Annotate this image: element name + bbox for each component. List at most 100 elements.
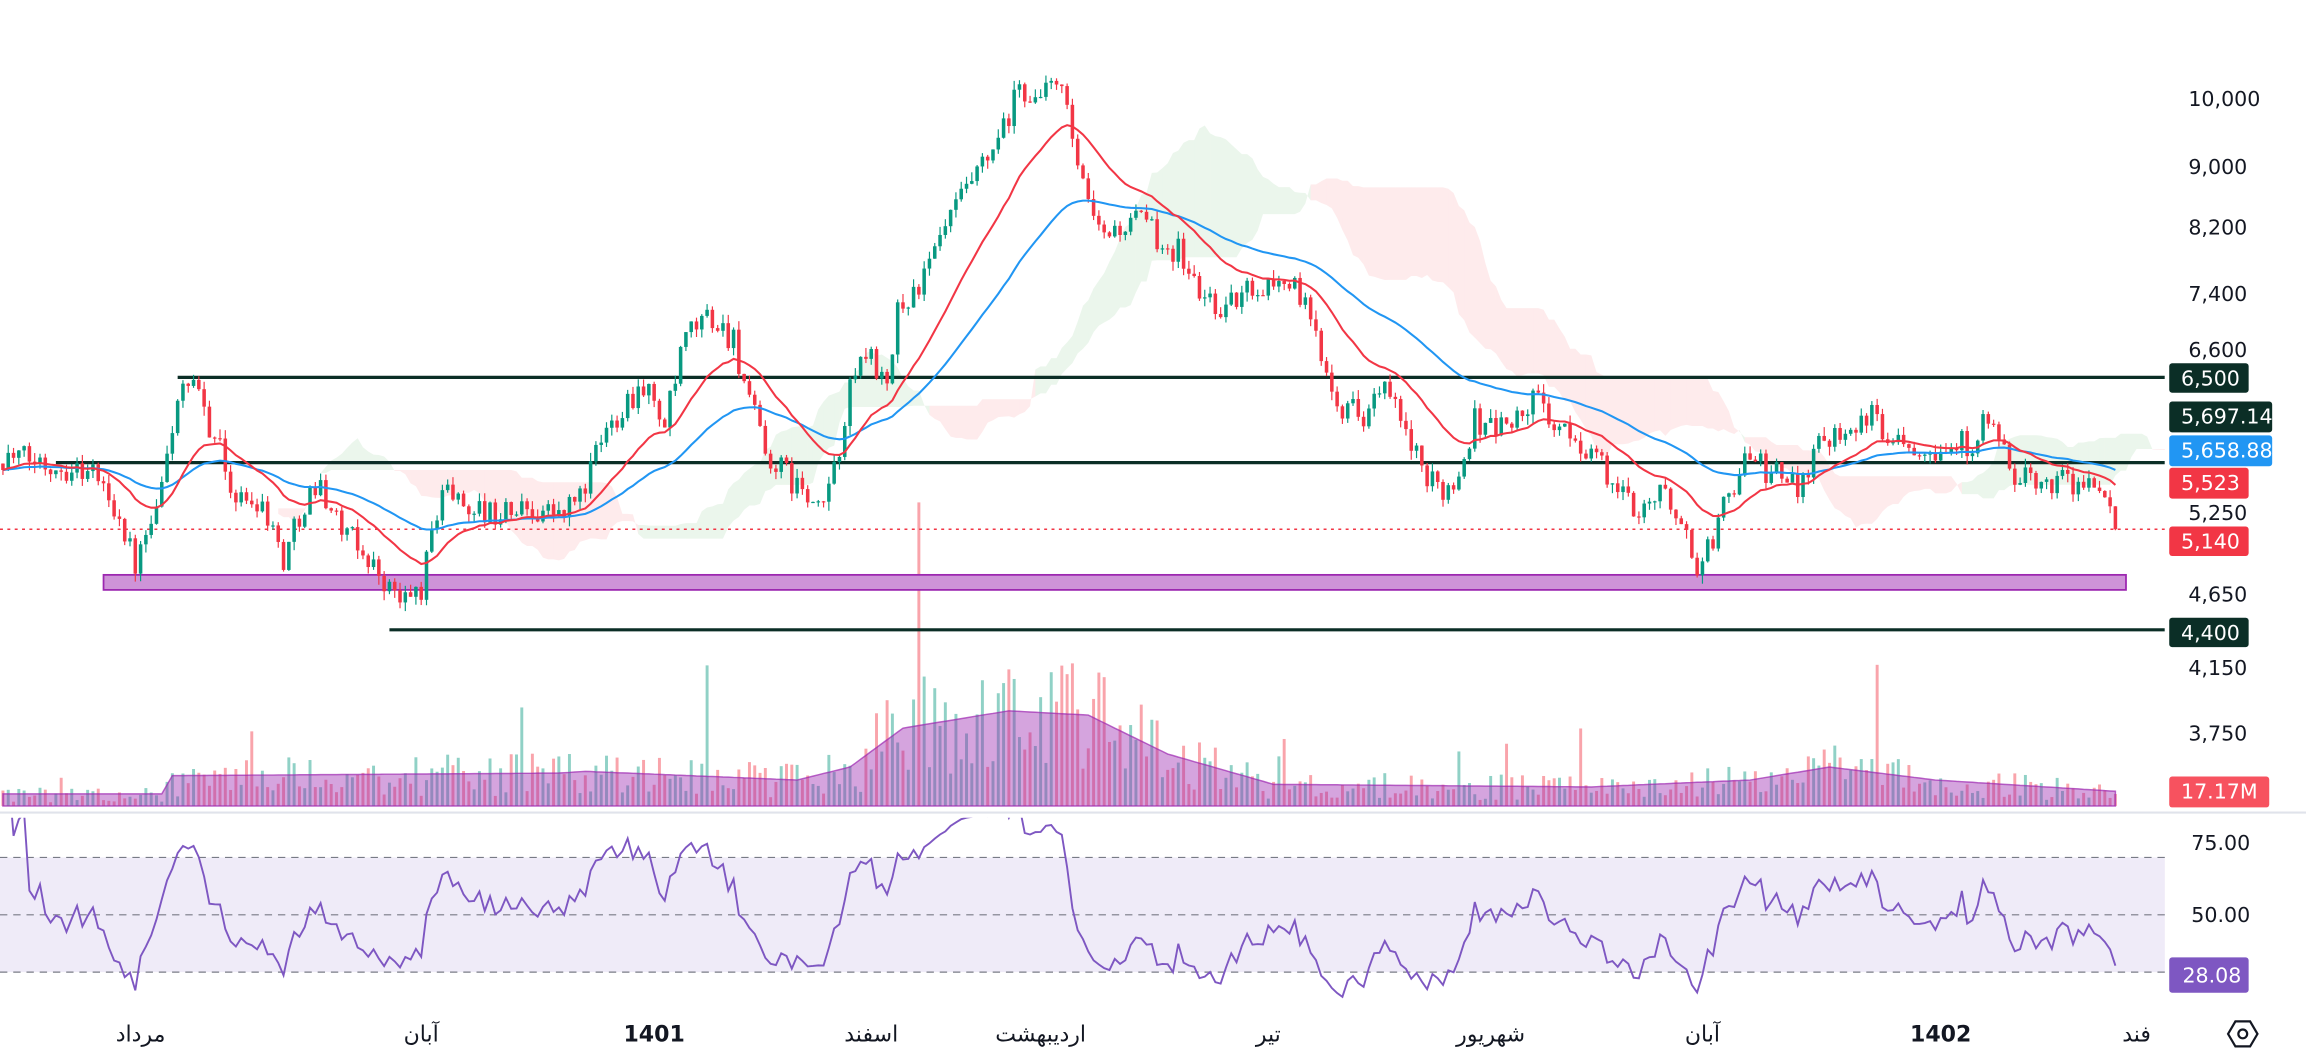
- candle-body: [1314, 319, 1318, 331]
- volume-bar: [1801, 782, 1805, 806]
- cloud-segment: [299, 508, 305, 518]
- volume-bar: [1944, 787, 1948, 806]
- cloud-segment: [1067, 335, 1073, 369]
- candle-body: [599, 442, 603, 445]
- price-axis[interactable]: 10,000 9,000 8,200 7,400 6,600 5,250 4,650 4,15…: [2188, 87, 2260, 746]
- candle-body: [488, 502, 492, 523]
- cloud-segment: [606, 483, 612, 540]
- cloud-segment: [1919, 476, 1925, 491]
- volume-bar: [504, 792, 508, 806]
- price-pane[interactable]: [0, 75, 2253, 807]
- volume-bar: [1568, 776, 1572, 806]
- cloud-segment: [1527, 308, 1534, 374]
- volume-bar: [827, 754, 831, 806]
- volume-bar: [1595, 790, 1599, 806]
- candle-body: [1361, 416, 1366, 427]
- candle-body: [1097, 215, 1101, 225]
- volume-bar: [1960, 790, 1964, 806]
- candle-body: [175, 400, 180, 434]
- volume-bar: [1658, 793, 1662, 806]
- volume-bar: [1579, 728, 1583, 806]
- time-axis-label: تیر: [1255, 1022, 1281, 1047]
- volume-bar: [75, 800, 79, 806]
- candle-body: [1324, 361, 1329, 373]
- candle-body: [2007, 444, 2012, 469]
- cloud-segment: [1469, 222, 1475, 338]
- cloud-segment: [1178, 142, 1184, 261]
- candle-body: [1769, 473, 1774, 483]
- cloud-segment: [1008, 399, 1015, 418]
- volume-bar: [165, 781, 169, 806]
- cloud-segment: [701, 507, 708, 539]
- candle-body: [1049, 80, 1053, 83]
- cloud-segment: [1998, 442, 2005, 491]
- cloud-segment: [553, 482, 559, 561]
- candle-body: [1949, 447, 1954, 452]
- cloud-segment: [458, 469, 464, 493]
- volume-bar: [1171, 768, 1175, 806]
- support-zone[interactable]: [102, 573, 2127, 591]
- volume-bar: [1780, 776, 1784, 806]
- candle-body: [880, 371, 884, 379]
- volume-bar: [1833, 745, 1837, 806]
- candle-body: [1938, 451, 1943, 461]
- volume-bar: [1828, 762, 1831, 806]
- cloud-segment: [1480, 241, 1486, 349]
- volume-bar: [1706, 768, 1710, 806]
- candle-body: [1345, 403, 1350, 419]
- cloud-segment: [362, 447, 369, 470]
- volume-bar: [207, 785, 211, 806]
- candle-body: [938, 234, 942, 247]
- candle-body: [858, 356, 863, 376]
- candle-body: [107, 483, 111, 501]
- candle-body: [1277, 281, 1281, 287]
- volume-bar: [451, 765, 455, 806]
- time-axis[interactable]: مرداد آبان 1401 اسفند اردیبهشت تیر شهریور آبان 1…: [116, 1020, 2151, 1047]
- candle-body: [1986, 414, 1991, 424]
- volume-bar: [250, 731, 254, 806]
- cloud-segment: [1284, 187, 1290, 215]
- cloud-segment: [468, 469, 475, 493]
- cloud-segment: [410, 469, 416, 487]
- cloud-segment: [902, 378, 909, 407]
- volume-bar: [1632, 781, 1636, 806]
- volume-bar: [1017, 737, 1021, 806]
- cloud-segment: [1612, 377, 1618, 445]
- cloud-segment: [1945, 476, 1952, 494]
- volume-bar: [65, 793, 68, 806]
- candle-body: [1425, 465, 1429, 487]
- rsi-pane[interactable]: 75.00 50.00 28.08: [0, 771, 2250, 999]
- cloud-segment: [617, 497, 623, 523]
- candle-body: [1875, 404, 1879, 415]
- volume-bar: [1076, 709, 1080, 806]
- cloud-segment: [1861, 476, 1867, 525]
- candle-body: [1653, 501, 1657, 503]
- cloud-segment: [1014, 399, 1020, 418]
- candle-body: [435, 520, 439, 530]
- candle-body: [2023, 467, 2028, 483]
- volume-bar: [515, 754, 518, 806]
- cloud-segment: [802, 426, 808, 485]
- cloud-segment: [1575, 348, 1581, 420]
- ema-slow-label: 5,658.884: [2181, 438, 2286, 462]
- volume-bar: [885, 700, 889, 806]
- cloud-segment: [1675, 377, 1682, 428]
- settings-hexagon-icon[interactable]: [2226, 1020, 2259, 1048]
- volume-bar: [1362, 788, 1366, 806]
- candle-body: [218, 438, 222, 440]
- cloud-segment: [1315, 181, 1322, 204]
- volume-bar: [906, 769, 910, 806]
- cloud-segment: [1956, 482, 1962, 495]
- cloud-segment: [1342, 180, 1348, 241]
- volume-bar: [705, 665, 709, 806]
- candle-body: [1128, 217, 1133, 232]
- cloud-segment: [400, 469, 406, 475]
- cloud-segment: [1130, 208, 1136, 306]
- candle-body: [1393, 396, 1398, 400]
- volume-bar: [409, 783, 413, 806]
- candle-body: [1213, 293, 1218, 314]
- volume-bar: [2066, 783, 2070, 806]
- volume-bar: [1928, 780, 1932, 806]
- volume-bar: [716, 769, 720, 806]
